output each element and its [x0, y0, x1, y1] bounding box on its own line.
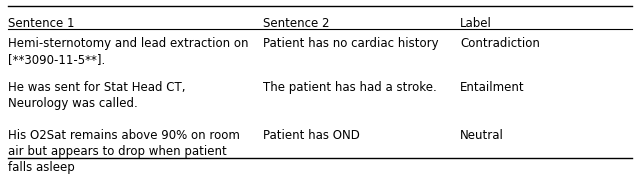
Text: Patient has no cardiac history: Patient has no cardiac history: [262, 37, 438, 50]
Text: The patient has had a stroke.: The patient has had a stroke.: [262, 81, 436, 94]
Text: Patient has OND: Patient has OND: [262, 129, 360, 142]
Text: His O2Sat remains above 90% on room
air but appears to drop when patient
falls a: His O2Sat remains above 90% on room air …: [8, 129, 239, 174]
Text: Contradiction: Contradiction: [460, 37, 540, 50]
Text: Neutral: Neutral: [460, 129, 504, 142]
Text: Hemi-sternotomy and lead extraction on
[**3090-11-5**].: Hemi-sternotomy and lead extraction on […: [8, 37, 248, 66]
Text: He was sent for Stat Head CT,
Neurology was called.: He was sent for Stat Head CT, Neurology …: [8, 81, 185, 110]
Text: Sentence 1: Sentence 1: [8, 17, 74, 30]
Text: Label: Label: [460, 17, 492, 30]
Text: Entailment: Entailment: [460, 81, 525, 94]
Text: Sentence 2: Sentence 2: [262, 17, 329, 30]
